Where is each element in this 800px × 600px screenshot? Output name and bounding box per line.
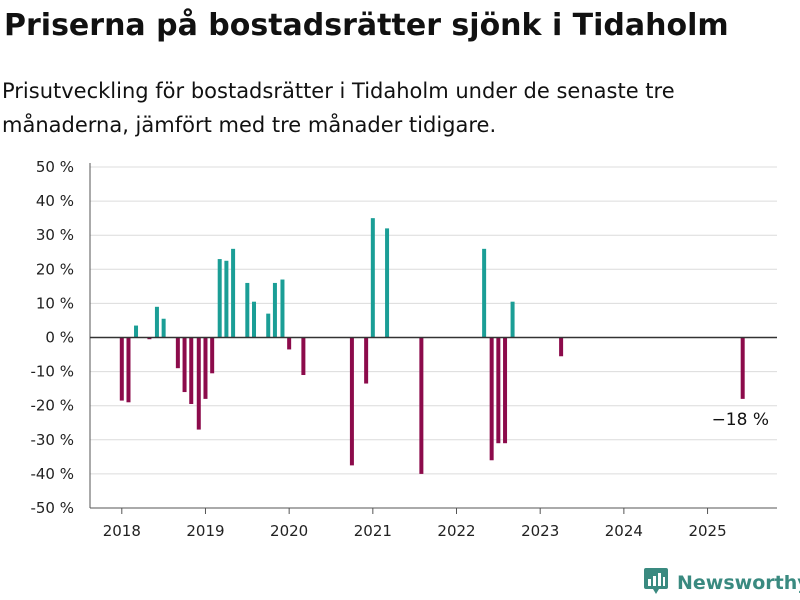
bar — [349, 337, 354, 466]
bar — [134, 325, 139, 338]
bar — [364, 337, 369, 384]
bar — [154, 306, 159, 338]
x-tick-label: 2022 — [437, 522, 475, 540]
bar — [126, 337, 131, 403]
bar — [119, 337, 124, 401]
bar — [231, 248, 236, 338]
y-tick-label: 30 % — [36, 226, 74, 244]
last-value-annotation: −18 % — [712, 410, 769, 430]
bar — [245, 282, 250, 338]
bar — [419, 337, 424, 474]
x-tick-label: 2019 — [186, 522, 224, 540]
y-tick-label: 10 % — [36, 294, 74, 312]
bar-chart: 50 % 40 % 30 % 20 % 10 % 0 % -10 % -20 % -30 % -4… — [30, 158, 777, 540]
bar — [482, 248, 487, 338]
bar — [287, 337, 292, 350]
bar — [370, 218, 375, 338]
y-tick-label: -40 % — [30, 465, 74, 483]
bar — [224, 260, 229, 338]
bar — [210, 337, 215, 374]
x-tick-label: 2020 — [270, 522, 308, 540]
y-tick-label: 20 % — [36, 260, 74, 278]
y-tick-label: -50 % — [30, 499, 74, 517]
bar — [510, 301, 515, 338]
bar — [503, 337, 508, 444]
brand-name: Newsworthy — [677, 572, 800, 594]
chart-subtitle: Prisutveckling för bostadsrätter i Tidah… — [2, 79, 675, 137]
x-tick-label: 2023 — [521, 522, 559, 540]
bar — [272, 282, 277, 338]
x-tick-label: 2021 — [354, 522, 392, 540]
bar — [217, 259, 222, 338]
x-tick-label: 2018 — [103, 522, 141, 540]
bar — [196, 337, 201, 430]
bar — [266, 313, 271, 338]
bar — [559, 337, 564, 357]
newsworthy-logo-icon — [643, 567, 669, 599]
bar — [147, 337, 152, 340]
y-tick-label: -10 % — [30, 363, 74, 381]
bar — [280, 279, 285, 338]
bar — [740, 337, 745, 399]
y-tick-label: -20 % — [30, 397, 74, 415]
bar — [189, 337, 194, 404]
bar — [203, 337, 208, 399]
y-tick-label: 50 % — [36, 158, 74, 176]
y-tick-label: 0 % — [45, 329, 74, 347]
bar — [496, 337, 501, 444]
newsworthy-brand[interactable]: Newsworthy — [643, 568, 800, 598]
x-tick-label: 2025 — [688, 522, 726, 540]
y-tick-label: 40 % — [36, 192, 74, 210]
bar — [175, 337, 180, 369]
x-tick-label: 2024 — [605, 522, 643, 540]
bar — [301, 337, 306, 376]
y-tick-label: -30 % — [30, 431, 74, 449]
bar — [252, 301, 257, 338]
bar — [182, 337, 187, 393]
bar — [385, 228, 390, 338]
bar — [161, 318, 166, 338]
chart-title: Priserna på bostadsrätter sjönk i Tidaho… — [4, 8, 729, 43]
bar — [489, 337, 494, 461]
